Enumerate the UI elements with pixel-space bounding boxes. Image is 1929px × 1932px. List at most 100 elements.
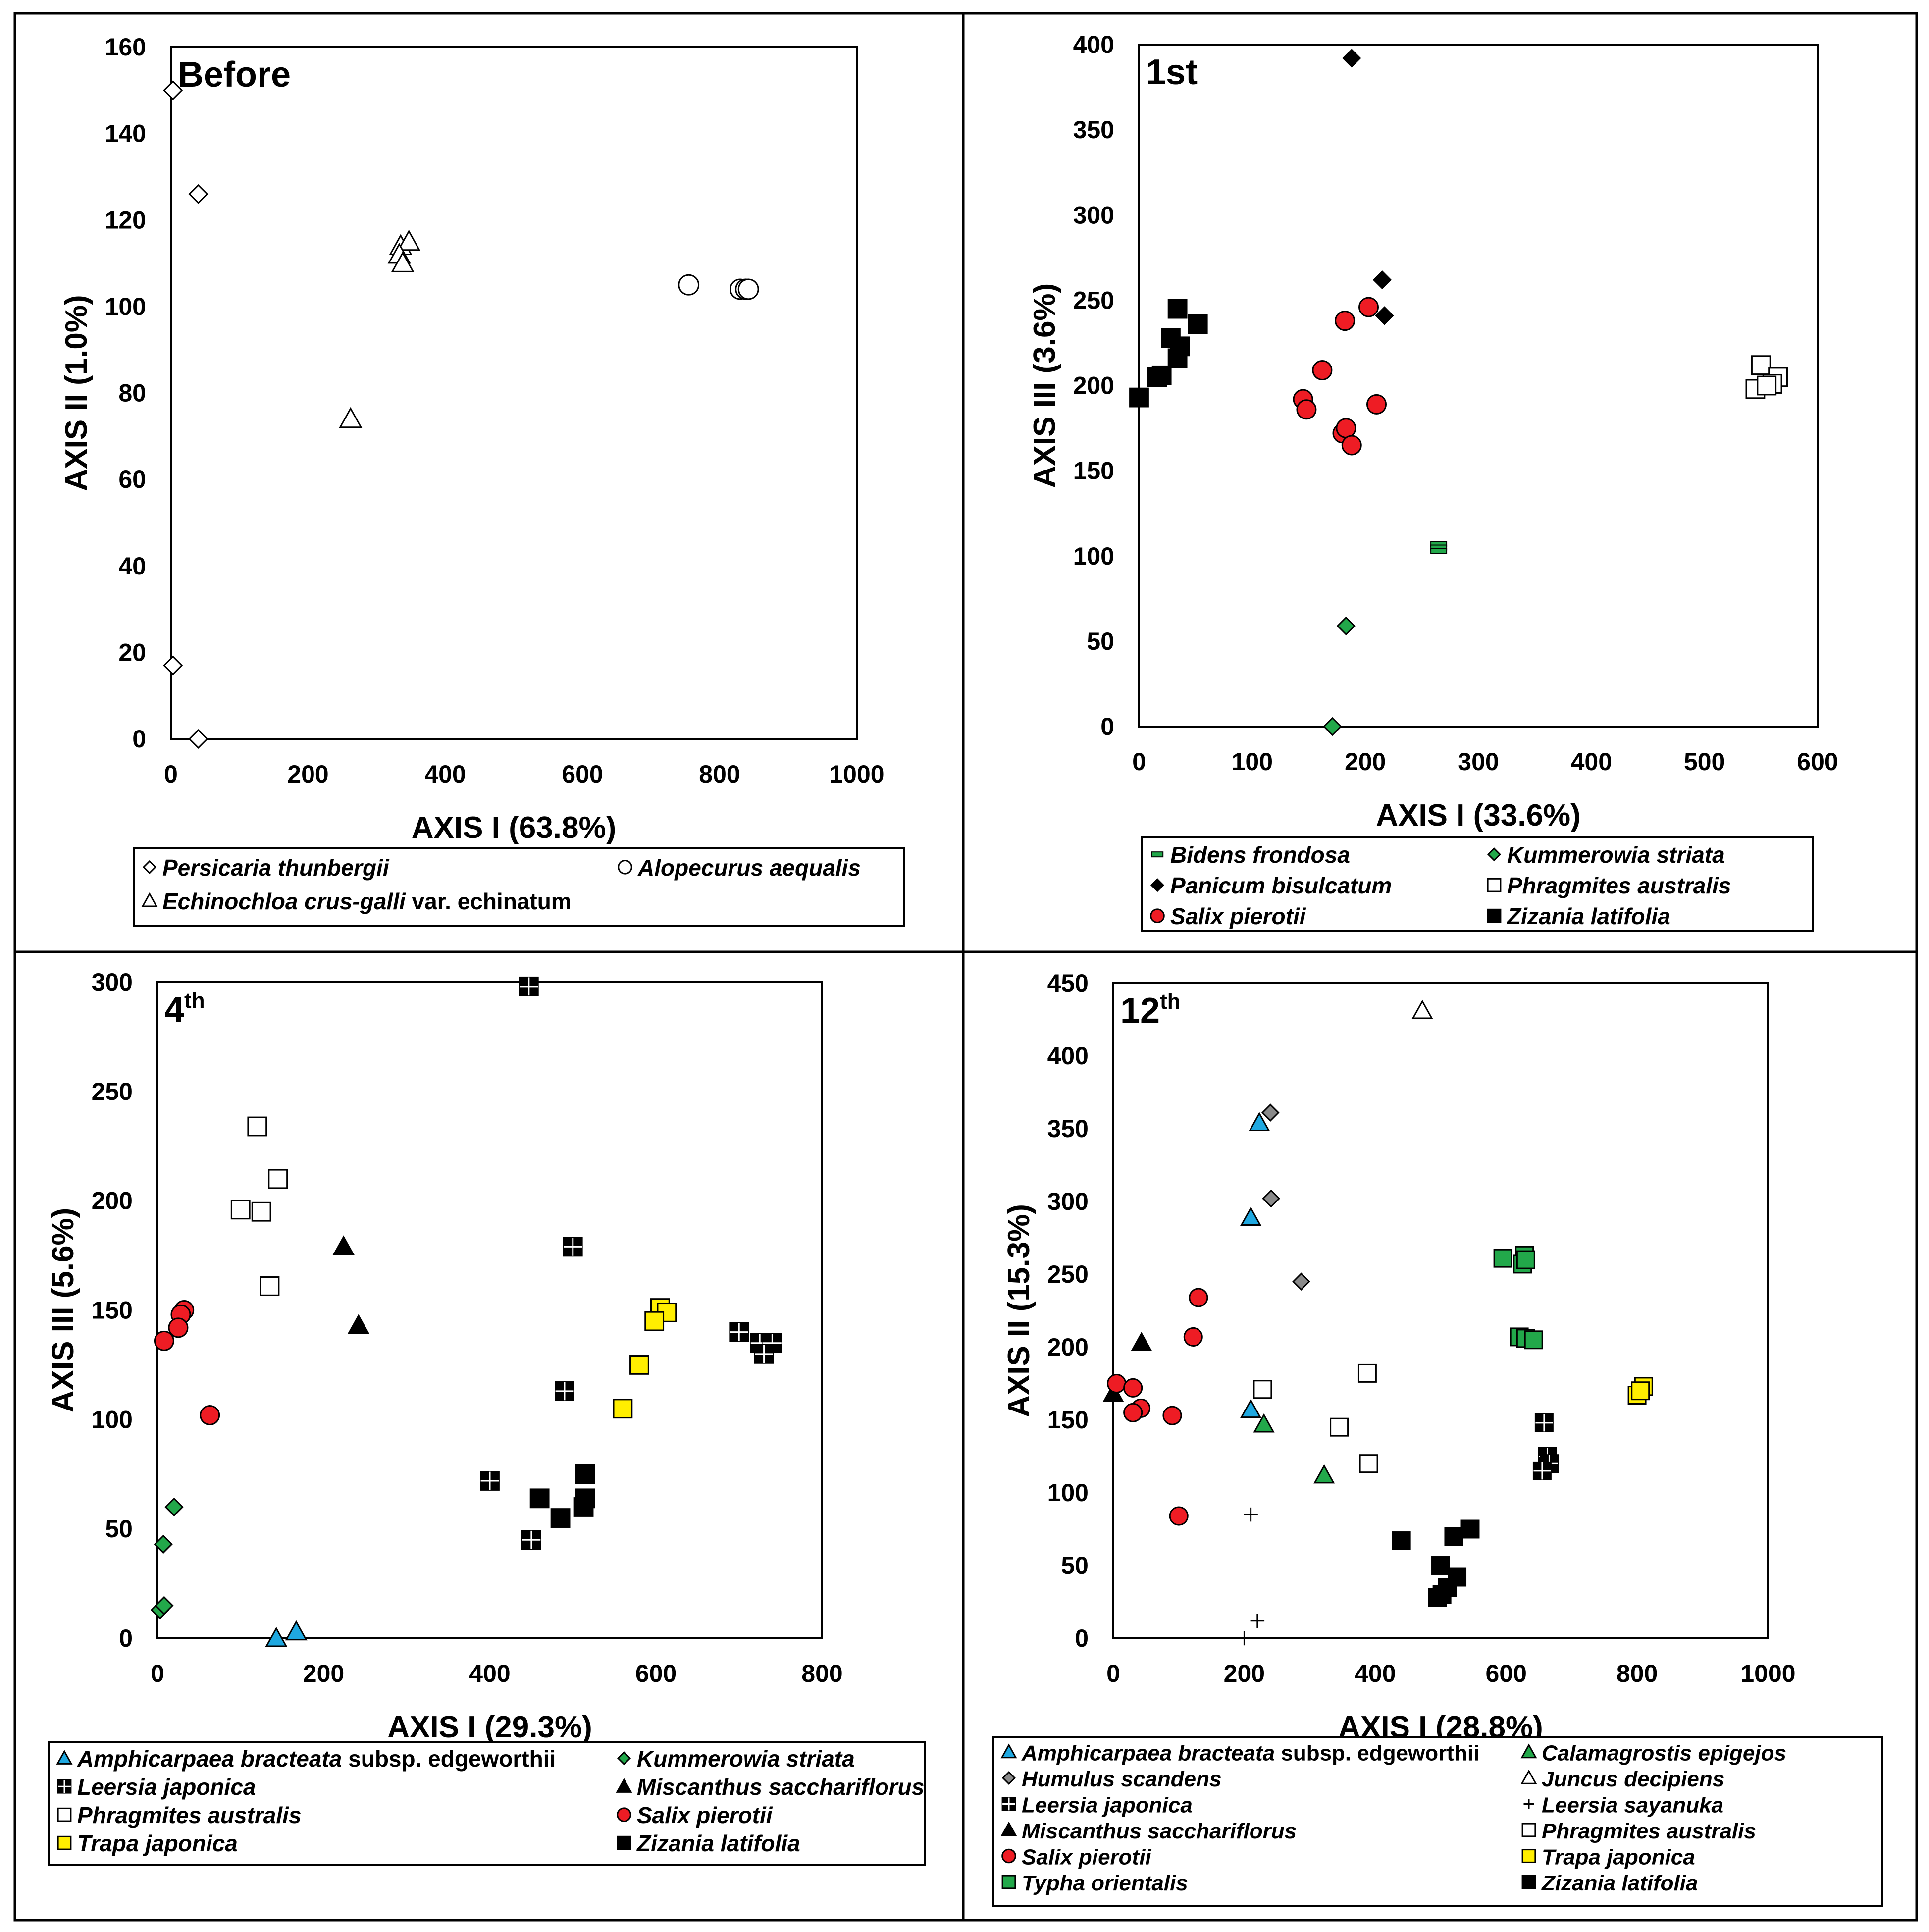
point-phragmites-australis bbox=[247, 1116, 267, 1137]
legend-item: Alopecurus aequalis bbox=[618, 855, 861, 881]
point-trapa-japonica bbox=[613, 1399, 633, 1419]
legend-item: Kummerowia striata bbox=[617, 1746, 855, 1772]
point-leersia-japonica bbox=[519, 976, 539, 996]
legend-label: Trapa japonica bbox=[77, 1830, 238, 1856]
point-typha-orientalis bbox=[1524, 1330, 1543, 1350]
legend-label: Juncus decipiens bbox=[1542, 1767, 1724, 1791]
legend-item: Humulus scandens bbox=[1001, 1767, 1221, 1791]
point-leersia-sayanuka bbox=[1250, 1614, 1265, 1628]
legend-label: Leersia japonica bbox=[1022, 1793, 1193, 1818]
legend-label: Phragmites australis bbox=[1542, 1819, 1756, 1843]
point-leersia-japonica bbox=[563, 1237, 583, 1257]
point-salix-pierotii bbox=[1107, 1373, 1127, 1394]
legend: Amphicarpaea bracteata subsp. edgeworthi… bbox=[48, 1741, 926, 1866]
chart-first: 0 100 200 300 400 500 600 0 50 100 150 200 250 300 350… bbox=[1028, 31, 1838, 932]
legend-item: Persicaria thunbergii bbox=[142, 855, 390, 881]
y-tick-label: 50 bbox=[1087, 627, 1114, 655]
chart-twelfth: 0 200 400 600 800 1000 0 50 100 150 200 250 300 350 40… bbox=[992, 969, 1883, 1907]
point-zizania-latifolia bbox=[1392, 1531, 1411, 1551]
y-axis-label: AXIS II (15.3%) bbox=[1002, 1204, 1036, 1417]
y-tick-label: 100 bbox=[1073, 542, 1114, 570]
x-tick-label: 200 bbox=[287, 760, 328, 788]
point-salix-pierotii bbox=[1341, 435, 1362, 456]
x-tick-label: 1000 bbox=[829, 760, 884, 788]
point-zizania-latifolia bbox=[1460, 1519, 1480, 1539]
point-leersia-japonica bbox=[1532, 1461, 1552, 1480]
legend-item: Juncus decipiens bbox=[1520, 1767, 1724, 1791]
point-panicum-bisulcatum bbox=[1375, 306, 1394, 325]
y-tick-label: 250 bbox=[1047, 1260, 1089, 1288]
y-tick-label: 40 bbox=[118, 552, 146, 580]
legend-box bbox=[133, 847, 905, 927]
x-tick-label: 300 bbox=[1458, 748, 1499, 776]
point-phragmites-australis bbox=[1359, 1454, 1378, 1473]
y-tick-label: 300 bbox=[92, 968, 133, 996]
y-tick-label: 80 bbox=[118, 379, 146, 407]
y-tick-label: 0 bbox=[1100, 713, 1114, 740]
legend-item: Zizania latifolia bbox=[1487, 903, 1670, 929]
point-zizania-latifolia bbox=[1167, 348, 1188, 368]
point-phragmites-australis bbox=[1357, 1363, 1377, 1383]
chart-fourth: 0 200 400 600 800 0 50 100 150 200 250 300 AXIS I (2… bbox=[46, 968, 926, 1866]
point-zizania-latifolia bbox=[1188, 314, 1208, 334]
point-zizania-latifolia bbox=[575, 1464, 595, 1484]
legend-label: Miscanthus sacchariflorus bbox=[1022, 1819, 1297, 1843]
point-phragmites-australis bbox=[268, 1169, 288, 1189]
x-tick-label: 0 bbox=[1132, 748, 1146, 776]
point-salix-pierotii bbox=[1336, 418, 1356, 439]
y-tick-label: 160 bbox=[105, 33, 146, 61]
point-miscanthus-sacchariflorus bbox=[332, 1235, 355, 1255]
x-tick-label: 200 bbox=[1224, 1660, 1265, 1687]
y-tick-label: 50 bbox=[1061, 1552, 1089, 1579]
legend-item: Salix pierotii bbox=[1150, 903, 1306, 929]
point-salix-pierotii bbox=[1183, 1327, 1203, 1347]
y-tick-label: 0 bbox=[1075, 1624, 1089, 1652]
plot-area bbox=[1138, 44, 1819, 728]
y-tick-label: 450 bbox=[1047, 969, 1089, 997]
legend-item: Panicum bisulcatum bbox=[1150, 873, 1392, 898]
legend-label: Bidens frondosa bbox=[1170, 842, 1350, 868]
y-axis-label: AXIS III (3.6%) bbox=[1028, 283, 1062, 488]
legend-item: Miscanthus sacchariflorus bbox=[1000, 1819, 1297, 1843]
point-phragmites-australis bbox=[230, 1200, 251, 1220]
point-salix-pierotii bbox=[1366, 394, 1387, 415]
y-tick-label: 400 bbox=[1047, 1042, 1089, 1070]
point-zizania-latifolia bbox=[1167, 299, 1188, 319]
legend-label: Echinochloa crus-galli var. echinatum bbox=[162, 888, 572, 914]
point-zizania-latifolia bbox=[529, 1488, 550, 1509]
x-axis-label: AXIS I (63.8%) bbox=[412, 811, 616, 845]
point-echinochloa-crus-galli bbox=[339, 407, 363, 428]
legend-item: Kummerowia striata bbox=[1487, 842, 1725, 868]
legend-box bbox=[1141, 836, 1814, 932]
x-tick-label: 0 bbox=[1106, 1660, 1120, 1687]
x-tick-label: 0 bbox=[151, 1660, 164, 1687]
point-typha-orientalis bbox=[1516, 1250, 1535, 1269]
legend-item: Leersia sayanuka bbox=[1523, 1793, 1723, 1818]
y-tick-label: 150 bbox=[1073, 457, 1114, 485]
chart-title-sup: th bbox=[184, 989, 205, 1013]
y-tick-label: 200 bbox=[1047, 1333, 1089, 1361]
y-tick-label: 350 bbox=[1073, 116, 1114, 144]
point-alopecurus-aequalis bbox=[678, 274, 700, 296]
point-typha-orientalis bbox=[1493, 1249, 1512, 1268]
plot-area bbox=[1112, 982, 1769, 1639]
point-zizania-latifolia bbox=[1444, 1527, 1463, 1546]
point-zizania-latifolia bbox=[1432, 1585, 1452, 1604]
x-tick-label: 800 bbox=[699, 760, 740, 788]
points bbox=[1102, 999, 1653, 1646]
legend-item: Salix pierotii bbox=[1001, 1845, 1151, 1870]
legend-item: Phragmites australis bbox=[1521, 1819, 1756, 1843]
y-tick-label: 300 bbox=[1047, 1188, 1089, 1215]
legend-label: Phragmites australis bbox=[77, 1802, 302, 1828]
point-trapa-japonica bbox=[1631, 1381, 1650, 1401]
x-tick-label: 600 bbox=[635, 1660, 677, 1687]
x-tick-label: 400 bbox=[424, 760, 466, 788]
y-tick-label: 140 bbox=[105, 120, 146, 148]
chart-title: 12th bbox=[1120, 990, 1181, 1031]
legend-item: Typha orientalis bbox=[1001, 1871, 1188, 1895]
point-persicaria-thunbergii bbox=[188, 184, 209, 204]
points bbox=[150, 976, 782, 1647]
point-phragmites-australis bbox=[1757, 375, 1777, 396]
y-tick-label: 20 bbox=[118, 638, 146, 666]
